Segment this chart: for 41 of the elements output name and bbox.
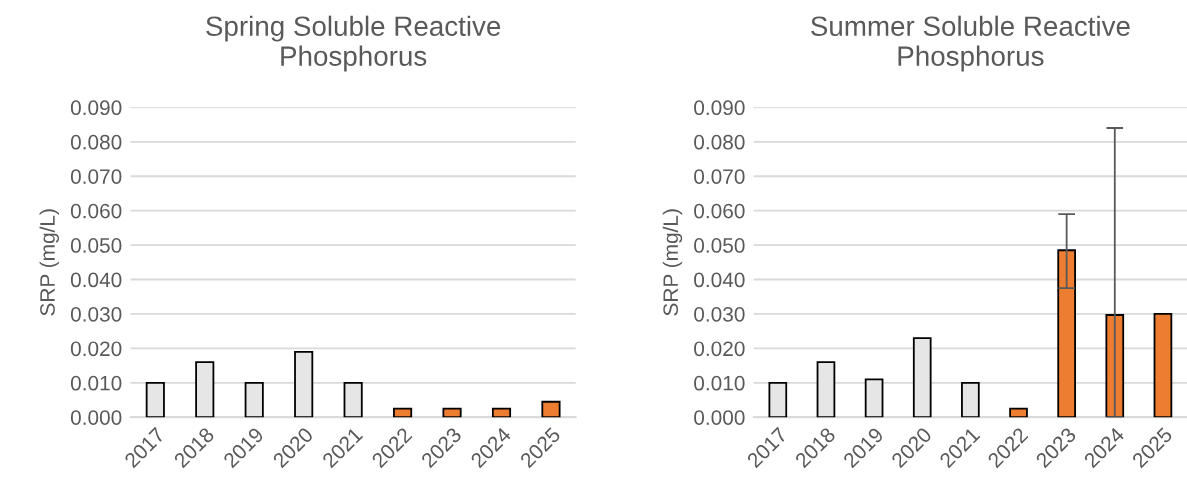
bar (912, 337, 932, 418)
y-tick-label: 0.020 (70, 341, 122, 357)
y-tick-label: 0.090 (694, 100, 745, 116)
y-tick-label: 0.060 (694, 203, 745, 219)
y-axis-title: SRP (mg/L) (662, 209, 683, 316)
bar (1009, 407, 1028, 418)
bar (541, 400, 561, 418)
y-tick-label: 0.030 (70, 306, 122, 322)
chart-title: Spring Soluble Reactive Phosphorus (206, 15, 501, 72)
bar (393, 407, 413, 418)
y-tick-label: 0.020 (694, 341, 745, 357)
y-tick-label: 0.050 (694, 238, 745, 253)
y-tick-label: 0.070 (694, 169, 745, 184)
y-tick-label: 0.010 (694, 375, 745, 391)
bar (294, 350, 314, 418)
chart-title: Summer Soluble Reactive Phosphorus (811, 15, 1130, 72)
y-axis-title: SRP (mg/L) (39, 209, 59, 316)
bar (244, 381, 264, 418)
y-tick-label: 0.070 (70, 169, 122, 184)
y-tick-label: 0.040 (70, 272, 122, 288)
y-tick-label: 0.090 (70, 100, 122, 116)
bar (343, 381, 363, 418)
y-tick-label: 0.000 (694, 410, 745, 425)
y-tick-label: 0.010 (70, 375, 122, 391)
bar (195, 361, 215, 418)
bar (491, 407, 512, 418)
y-tick-label: 0.030 (694, 306, 745, 322)
y-tick-label: 0.000 (70, 410, 122, 425)
bar (145, 381, 165, 418)
y-tick-label: 0.040 (694, 272, 745, 288)
y-tick-label: 0.080 (70, 134, 122, 150)
bar (961, 381, 980, 418)
y-tick-label: 0.080 (694, 134, 745, 150)
bar (442, 407, 462, 418)
bar (1057, 249, 1076, 418)
bar (768, 381, 788, 418)
y-tick-label: 0.050 (70, 238, 122, 253)
bar (864, 378, 884, 418)
bar (816, 361, 836, 418)
bar (1153, 313, 1173, 418)
y-tick-label: 0.060 (70, 203, 122, 219)
